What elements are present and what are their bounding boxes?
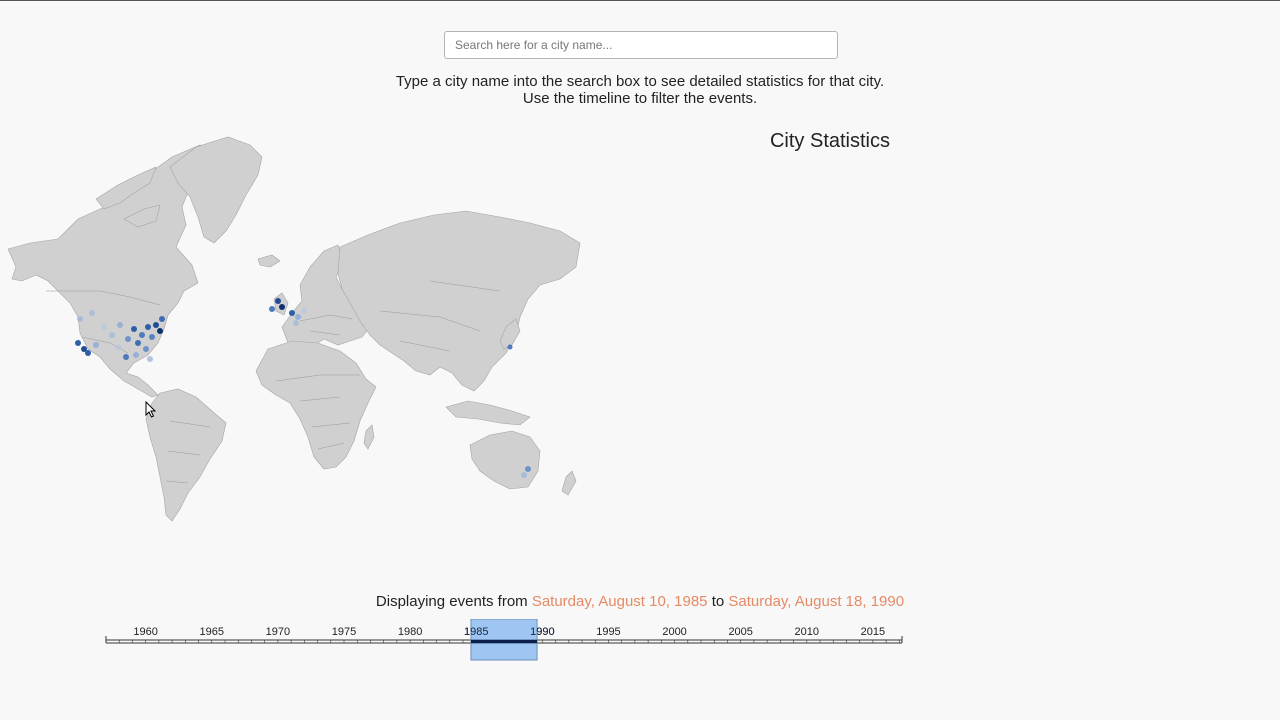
- asia[interactable]: [337, 210, 581, 392]
- event-dot[interactable]: [145, 324, 151, 330]
- event-dot[interactable]: [75, 340, 81, 346]
- range-end-date: Saturday, August 18, 1990: [728, 593, 905, 610]
- event-dot[interactable]: [85, 350, 91, 356]
- event-dot[interactable]: [135, 340, 141, 346]
- asia-borders: [379, 280, 501, 352]
- range-prefix: Displaying events from: [375, 593, 528, 610]
- event-dot[interactable]: [301, 308, 307, 314]
- iceland[interactable]: [257, 254, 281, 268]
- timeline-tick-label: 2000: [662, 626, 686, 638]
- event-dot[interactable]: [507, 344, 513, 350]
- event-dot[interactable]: [293, 320, 299, 326]
- us-mexico-border: [81, 336, 129, 354]
- timeline-brush-tick-label: 1990: [530, 626, 554, 638]
- event-dot[interactable]: [115, 344, 121, 350]
- africa-borders: [275, 374, 360, 450]
- instructions: Type a city name into the search box to …: [340, 73, 940, 107]
- event-dot[interactable]: [125, 336, 131, 342]
- timeline-brush-tick-label: 1985: [464, 626, 488, 638]
- south-america-borders: [165, 420, 211, 484]
- event-dot[interactable]: [279, 304, 285, 310]
- north-america[interactable]: [7, 144, 215, 398]
- australia[interactable]: [469, 430, 541, 490]
- timeline[interactable]: 1960 1965 1970 1975 1980 1985 1990 1995 2000 2005…: [100, 619, 910, 665]
- event-dot[interactable]: [295, 314, 301, 320]
- timeline-tick-label: 1980: [398, 626, 422, 638]
- mouse-cursor-icon: [145, 401, 157, 418]
- timeline-brush-tick-labels: 1985 1990: [464, 626, 555, 638]
- europe-borders: [299, 314, 353, 336]
- event-dots[interactable]: [75, 298, 531, 478]
- timeline-tick-label: 2015: [861, 626, 885, 638]
- event-dot[interactable]: [101, 324, 107, 330]
- africa[interactable]: [255, 340, 377, 470]
- event-dot[interactable]: [131, 326, 137, 332]
- event-dot[interactable]: [521, 472, 527, 478]
- event-dot[interactable]: [525, 466, 531, 472]
- instructions-line-1: Type a city name into the search box to …: [395, 73, 885, 90]
- timeline-brush-selection[interactable]: [470, 619, 538, 661]
- timeline-tick-label: 2005: [728, 626, 752, 638]
- event-dot[interactable]: [93, 342, 99, 348]
- land-masses: [7, 136, 581, 522]
- event-dot[interactable]: [77, 316, 83, 322]
- event-dot[interactable]: [157, 328, 163, 334]
- city-statistics-title: City Statistics: [769, 130, 891, 152]
- event-dot[interactable]: [149, 334, 155, 340]
- event-dot[interactable]: [289, 310, 295, 316]
- timeline-tick-label: 1975: [332, 626, 356, 638]
- event-dot[interactable]: [133, 352, 139, 358]
- event-dot[interactable]: [275, 298, 281, 304]
- timeline-tick-label: 1970: [266, 626, 290, 638]
- timeline-tick-labels: 1960 1965 1970 1975 1980 1985 1990 1995 2000 2005…: [133, 626, 885, 638]
- range-start-date: Saturday, August 10, 1985: [531, 593, 708, 610]
- event-dot[interactable]: [123, 354, 129, 360]
- timeline-tick-label: 1965: [200, 626, 224, 638]
- search-container: [444, 31, 838, 59]
- event-dot[interactable]: [109, 332, 115, 338]
- south-america[interactable]: [145, 388, 227, 522]
- greenland[interactable]: [169, 136, 263, 244]
- event-dot[interactable]: [159, 316, 165, 322]
- event-dot[interactable]: [147, 356, 153, 362]
- southeast-asia-islands[interactable]: [445, 400, 531, 426]
- event-dot[interactable]: [117, 322, 123, 328]
- timeline-tick-label: 2010: [795, 626, 819, 638]
- event-dot[interactable]: [143, 346, 149, 352]
- event-dot[interactable]: [153, 322, 159, 328]
- arctic-islands[interactable]: [95, 166, 161, 228]
- timeline-tick-label: 1960: [133, 626, 157, 638]
- us-canada-border: [46, 290, 161, 306]
- timeline-tick-label: 1995: [596, 626, 620, 638]
- range-connector: to: [711, 593, 725, 610]
- great-britain[interactable]: [273, 292, 289, 316]
- event-dot[interactable]: [89, 310, 95, 316]
- new-zealand[interactable]: [561, 470, 577, 496]
- madagascar[interactable]: [363, 424, 375, 450]
- country-borders: [46, 280, 501, 484]
- instructions-line-2: Use the timeline to filter the events.: [522, 90, 758, 107]
- event-dot[interactable]: [269, 306, 275, 312]
- world-map[interactable]: [0, 131, 600, 531]
- japan[interactable]: [499, 318, 521, 350]
- city-search-input[interactable]: [444, 31, 838, 59]
- timeline-minor-ticks: [105, 640, 900, 643]
- date-range-display: Displaying events from Saturday, August …: [240, 593, 1040, 610]
- event-dot[interactable]: [139, 332, 145, 338]
- event-dot[interactable]: [81, 346, 87, 352]
